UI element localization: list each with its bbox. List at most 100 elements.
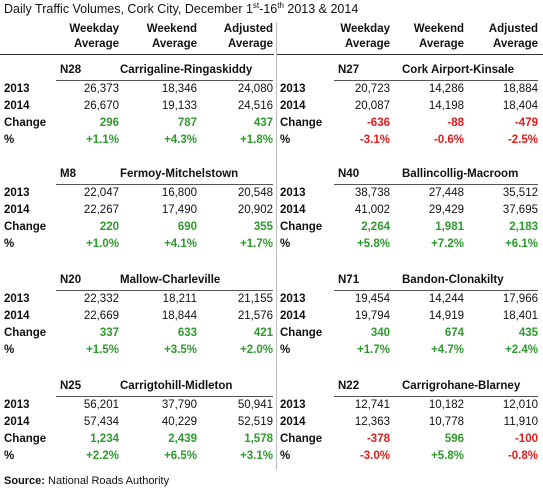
- header-adjusted-line: Adjusted: [488, 23, 538, 35]
- block-rule: [334, 290, 538, 291]
- header-rule: [276, 54, 543, 55]
- cell-change: 2,183: [509, 221, 538, 233]
- cell-pct: -2.5%: [507, 134, 538, 146]
- cell-pct: +1.5%: [86, 344, 119, 356]
- cell-y2014: 14,919: [428, 310, 464, 322]
- header-weekday-line: Weekday: [340, 23, 390, 35]
- cell-y2014: 11,910: [503, 416, 538, 428]
- road-name: Carrigrohane-Blarney: [402, 380, 521, 392]
- row-label-pct: %: [280, 238, 291, 250]
- cell-y2013: 38,738: [354, 187, 390, 199]
- road-name: Fermoy-Mitchelstown: [120, 168, 239, 180]
- cell-change: 2,264: [361, 221, 390, 233]
- header-weekday-line: Average: [74, 38, 119, 50]
- row-label-y2013: 2013: [280, 83, 306, 95]
- road-code: N71: [338, 274, 360, 286]
- row-label-change: Change: [4, 433, 47, 445]
- cell-y2014: 14,198: [428, 100, 464, 112]
- row-label-y2013: 2013: [4, 399, 30, 411]
- row-label-pct: %: [280, 344, 291, 356]
- cell-pct: +5.8%: [357, 238, 390, 250]
- cell-y2013: 20,548: [237, 187, 273, 199]
- cell-y2014: 19,133: [161, 100, 197, 112]
- cell-change: 337: [99, 327, 119, 339]
- cell-change: 437: [253, 117, 273, 129]
- road-name: Carrigaline-Ringaskiddy: [120, 64, 253, 76]
- cell-y2013: 10,182: [428, 399, 464, 411]
- cell-pct: -3.1%: [359, 134, 390, 146]
- header-adjusted-line: Average: [493, 38, 538, 50]
- row-label-y2014: 2014: [280, 310, 306, 322]
- cell-pct: +1.7%: [240, 238, 273, 250]
- cell-y2014: 20,902: [237, 204, 273, 216]
- row-label-y2013: 2013: [280, 399, 306, 411]
- cell-y2014: 10,778: [428, 416, 464, 428]
- cell-change: -636: [366, 117, 390, 129]
- cell-y2013: 18,884: [502, 83, 538, 95]
- row-label-change: Change: [4, 221, 47, 233]
- cell-change: 421: [253, 327, 273, 339]
- row-label-change: Change: [280, 117, 323, 129]
- cell-pct: +6.1%: [505, 238, 538, 250]
- row-label-y2014: 2014: [4, 204, 30, 216]
- header-weekend-line: Weekend: [413, 23, 464, 35]
- cell-y2014: 24,516: [237, 100, 273, 112]
- row-label-y2013: 2013: [4, 83, 30, 95]
- cell-y2013: 17,966: [502, 293, 538, 305]
- cell-y2014: 18,844: [161, 310, 197, 322]
- row-label-change: Change: [4, 327, 47, 339]
- cell-y2013: 19,454: [354, 293, 390, 305]
- cell-pct: +6.5%: [164, 450, 197, 462]
- row-label-change: Change: [280, 327, 323, 339]
- cell-change: 690: [177, 221, 197, 233]
- road-code: N27: [338, 64, 360, 76]
- cell-pct: +1.1%: [86, 134, 119, 146]
- row-label-change: Change: [280, 221, 323, 233]
- header-weekend-line: Weekend: [146, 23, 197, 35]
- cell-y2013: 12,010: [502, 399, 538, 411]
- row-label-pct: %: [4, 238, 15, 250]
- header-weekday-right: Weekday Average: [320, 22, 390, 52]
- cell-pct: +2.4%: [505, 344, 538, 356]
- cell-change: 633: [177, 327, 197, 339]
- block-rule: [334, 80, 538, 81]
- cell-change: -378: [366, 433, 390, 445]
- cell-pct: +2.2%: [86, 450, 119, 462]
- row-label-pct: %: [280, 134, 291, 146]
- header-adjusted-line: Average: [228, 38, 273, 50]
- row-label-y2014: 2014: [4, 416, 30, 428]
- road-code: N22: [338, 380, 360, 392]
- cell-y2013: 24,080: [237, 83, 273, 95]
- road-code: N40: [338, 168, 360, 180]
- cell-change: 1,234: [90, 433, 119, 445]
- row-label-y2014: 2014: [280, 204, 306, 216]
- cell-y2013: 18,346: [161, 83, 197, 95]
- row-label-pct: %: [4, 450, 15, 462]
- row-label-y2013: 2013: [4, 187, 30, 199]
- block-rule: [56, 184, 273, 185]
- row-label-pct: %: [4, 134, 15, 146]
- cell-y2014: 22,669: [83, 310, 119, 322]
- cell-y2014: 20,087: [354, 100, 390, 112]
- road-name: Ballincollig-Macroom: [402, 168, 519, 180]
- cell-pct: +4.3%: [164, 134, 197, 146]
- cell-pct: +4.7%: [431, 344, 464, 356]
- row-label-y2013: 2013: [4, 293, 30, 305]
- cell-pct: +1.0%: [86, 238, 119, 250]
- header-rule: [0, 54, 274, 55]
- header-weekend-line: Average: [152, 38, 197, 50]
- cell-y2013: 20,723: [354, 83, 390, 95]
- cell-y2013: 12,741: [354, 399, 390, 411]
- cell-y2014: 18,401: [502, 310, 538, 322]
- cell-change: -88: [447, 117, 464, 129]
- road-code: M8: [60, 168, 76, 180]
- cell-change: 787: [177, 117, 197, 129]
- cell-y2014: 41,002: [354, 204, 390, 216]
- row-label-y2013: 2013: [280, 187, 306, 199]
- cell-change: 435: [518, 327, 538, 339]
- row-label-change: Change: [4, 117, 47, 129]
- cell-y2014: 17,490: [161, 204, 197, 216]
- cell-y2013: 37,790: [161, 399, 197, 411]
- cell-change: 296: [99, 117, 119, 129]
- cell-y2014: 37,695: [502, 204, 538, 216]
